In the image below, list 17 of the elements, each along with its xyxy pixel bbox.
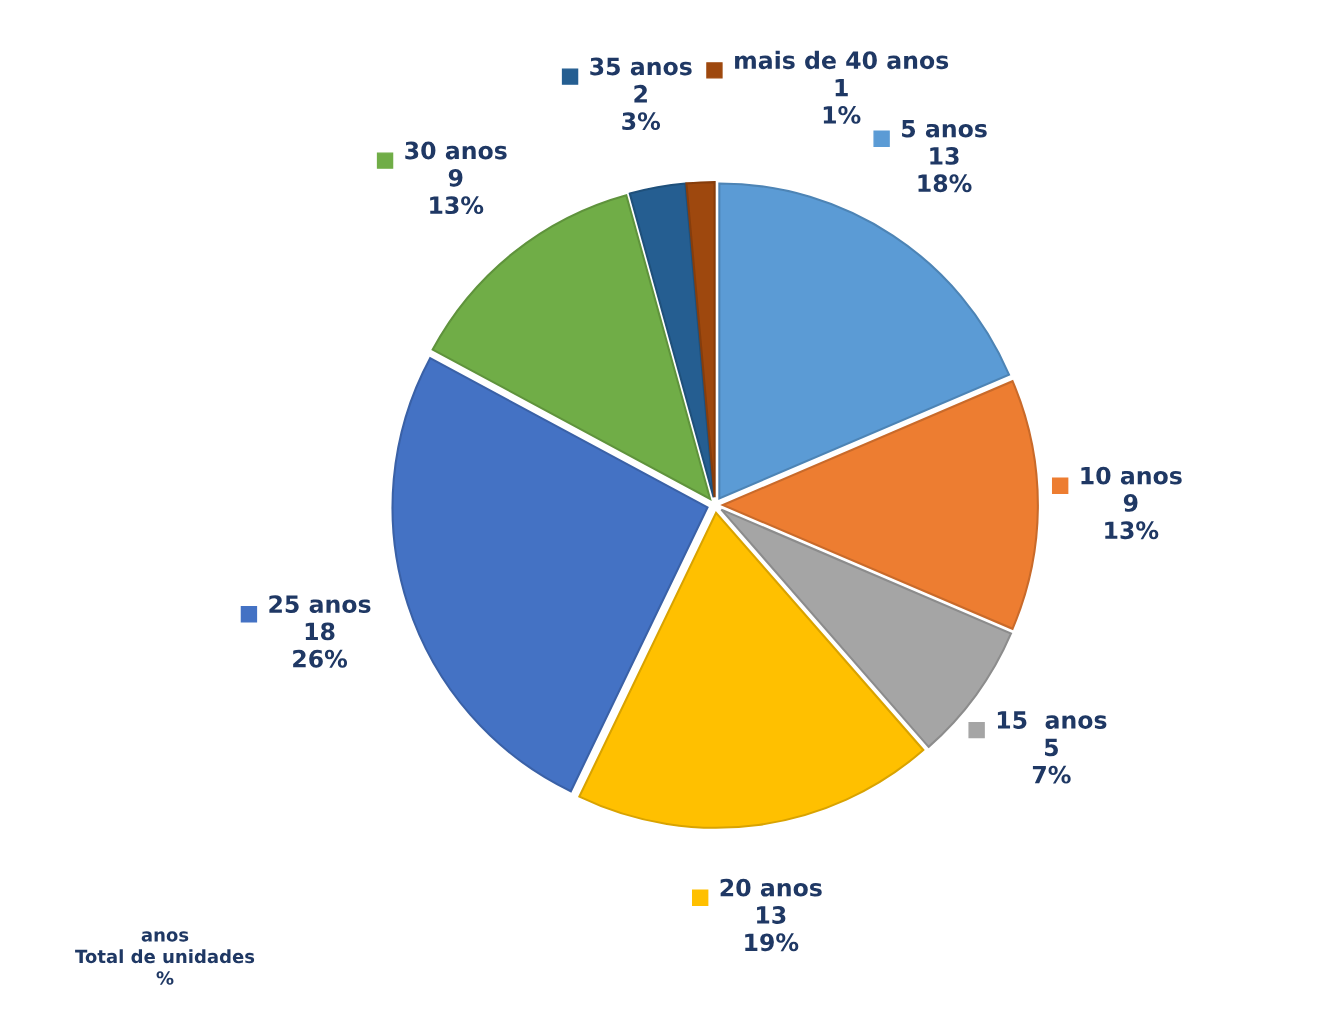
legend-label: 30 anos [405, 141, 507, 160]
data-label: 1 1% [823, 78, 861, 124]
data-label: 13 19% [745, 906, 799, 952]
legend-label: 35 anos [590, 57, 692, 76]
data-label: 9 13% [1105, 494, 1159, 540]
legend-label: 15 anos [997, 711, 1107, 729]
data-label: 9 13% [430, 168, 484, 215]
text: anos Total de unidades % [75, 931, 255, 985]
legend-label: mais de 40 anos [735, 50, 949, 70]
legend-label: 20 anos [720, 878, 822, 897]
legend-label: 10 anos [1081, 466, 1182, 485]
data-label: 13 18% [918, 146, 972, 193]
data-label: 18 26% [293, 622, 348, 668]
legend-label: 25 anos [269, 595, 371, 613]
data-label: 5 7% [1032, 738, 1071, 784]
legend-label: 5 anos [902, 119, 987, 138]
data-label: 2 3% [622, 84, 661, 131]
